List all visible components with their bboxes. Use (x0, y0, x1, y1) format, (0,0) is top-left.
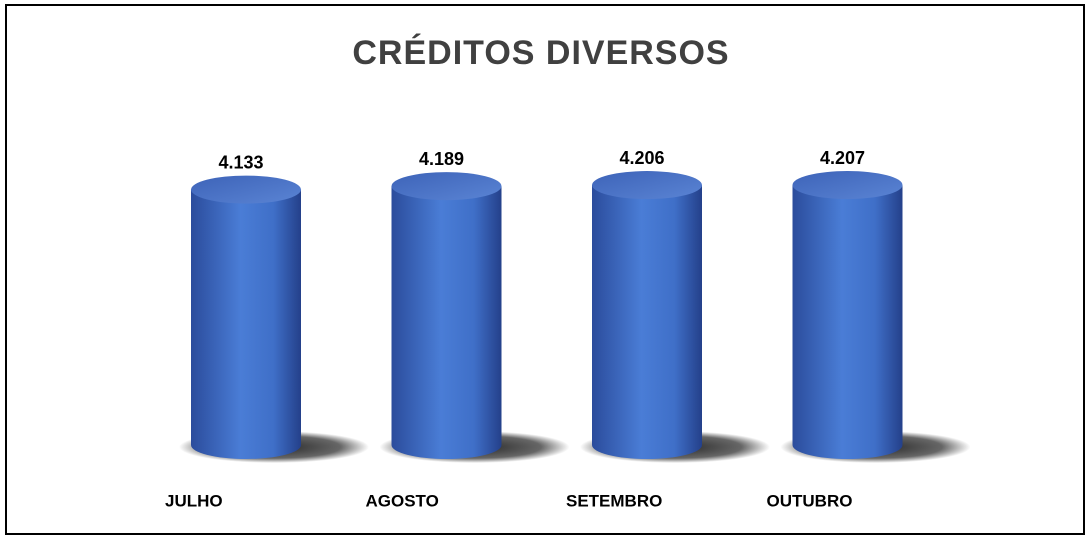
x-tick-label: SETEMBRO (566, 491, 662, 510)
value-label: 4.206 (619, 148, 664, 168)
bar-top (792, 171, 903, 199)
value-label: 4.133 (218, 152, 263, 172)
bar (592, 185, 702, 459)
value-label: 4.207 (820, 148, 865, 168)
x-tick-label: AGOSTO (366, 491, 439, 510)
x-tick-label: JULHO (165, 491, 223, 510)
value-label: 4.189 (419, 149, 464, 169)
bar (391, 186, 502, 459)
bar-top (391, 172, 502, 201)
chart-title: CRÉDITOS DIVERSOS (352, 34, 729, 72)
bar-top (592, 171, 702, 200)
bar (191, 189, 301, 459)
bar-top (191, 175, 301, 204)
x-tick-label: OUTUBRO (767, 491, 853, 510)
bar (792, 185, 903, 459)
